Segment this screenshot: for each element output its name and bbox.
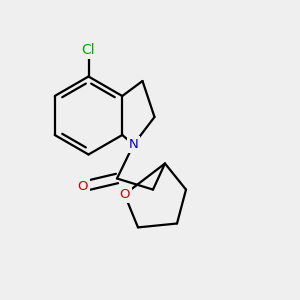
Text: O: O bbox=[77, 180, 88, 193]
Text: Cl: Cl bbox=[82, 43, 95, 56]
Text: N: N bbox=[129, 138, 138, 151]
Text: O: O bbox=[119, 188, 130, 201]
